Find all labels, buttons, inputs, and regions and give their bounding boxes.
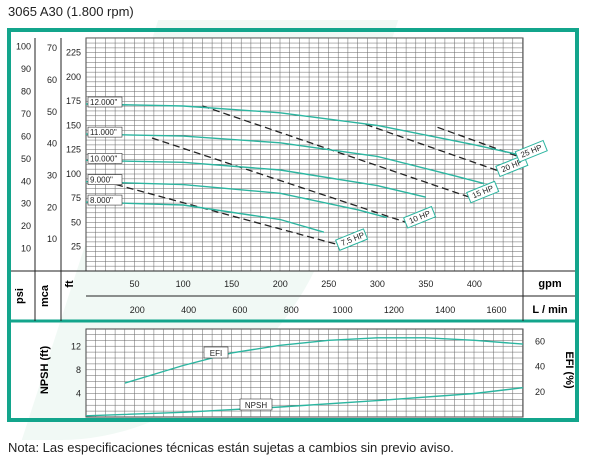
chart-frame — [7, 28, 579, 422]
lmin-axis-label: L / min — [532, 304, 568, 316]
gpm-tick-label: 350 — [418, 279, 433, 289]
npsh-axis-label: NPSH (ft) — [39, 346, 51, 395]
mca-tick-label: 70 — [47, 43, 57, 53]
ft-tick-label: 100 — [66, 169, 81, 179]
efi-tick-label: 40 — [535, 362, 545, 372]
impeller-diameter-label: 11.000" — [90, 128, 117, 137]
psi-tick-label: 30 — [21, 199, 31, 209]
efi-tick-label: 60 — [535, 337, 545, 347]
efi-label-box — [203, 346, 229, 359]
head-curve — [85, 133, 485, 185]
lmin-tick-label: 1200 — [384, 305, 404, 315]
gpm-tick-label: 50 — [130, 279, 140, 289]
head-curve — [85, 159, 427, 198]
psi-tick-label: 60 — [21, 131, 31, 141]
ft-tick-label: 125 — [66, 145, 81, 155]
ft-tick-label: 150 — [66, 120, 81, 130]
gpm-tick-label: 150 — [224, 279, 239, 289]
head-grid — [86, 37, 523, 271]
gpm-tick-label: 200 — [273, 279, 288, 289]
psi-tick-label: 10 — [21, 244, 31, 254]
ft-tick-label: 75 — [71, 193, 81, 203]
power-line — [105, 181, 339, 246]
footnote: Nota: Las especificaciones técnicas está… — [8, 440, 454, 455]
efi-curve — [124, 337, 524, 384]
psi-tick-label: 100 — [16, 42, 31, 52]
gpm-axis-label: gpm — [538, 278, 561, 290]
power-label-box — [402, 205, 437, 229]
mca-axis-label: mca — [39, 284, 51, 307]
impeller-diameter-label: 8.000" — [90, 196, 113, 205]
psi-tick-label: 50 — [21, 154, 31, 164]
npsh-curve-label: NPSH — [245, 401, 267, 410]
ft-tick-label: 25 — [71, 242, 81, 252]
gpm-tick-label: 250 — [321, 279, 336, 289]
gpm-tick-label: 400 — [467, 279, 482, 289]
gpm-tick-label: 100 — [176, 279, 191, 289]
ft-tick-label: 175 — [66, 96, 81, 106]
impeller-label-box — [87, 126, 123, 138]
efi-tick-label: 20 — [535, 387, 545, 397]
power-line — [365, 123, 499, 172]
psi-tick-label: 80 — [21, 87, 31, 97]
lmin-tick-label: 800 — [284, 305, 299, 315]
lmin-tick-label: 600 — [232, 305, 247, 315]
head-curve — [85, 181, 388, 219]
lmin-tick-label: 1000 — [333, 305, 353, 315]
tick-labels: 25 50 75 100 125 150 175 200 225 10 20 30 40 50 60 70 80… — [16, 42, 545, 399]
mca-tick-label: 50 — [47, 107, 57, 117]
efi-grid — [86, 329, 523, 417]
power-label-box — [514, 139, 548, 163]
psi-tick-label: 90 — [21, 64, 31, 74]
lmin-tick-label: 1600 — [486, 305, 506, 315]
chart-title: 3065 A30 (1.800 rpm) — [8, 4, 134, 19]
power-line — [151, 137, 407, 224]
power-line — [202, 105, 470, 198]
psi-tick-label: 70 — [21, 109, 31, 119]
psi-tick-label: 40 — [21, 176, 31, 186]
ft-axis-label: ft — [64, 280, 76, 288]
gpm-tick-label: 300 — [370, 279, 385, 289]
lmin-tick-label: 1400 — [435, 305, 455, 315]
lmin-tick-label: 400 — [181, 305, 196, 315]
ft-tick-label: 200 — [66, 72, 81, 82]
power-label-box — [334, 228, 369, 251]
ft-tick-label: 50 — [71, 217, 81, 227]
ft-tick-label: 225 — [66, 48, 81, 58]
npsh-label-box — [239, 398, 273, 411]
mca-tick-label: 40 — [47, 139, 57, 149]
mca-tick-label: 20 — [47, 202, 57, 212]
impeller-label-box — [87, 153, 123, 164]
psi-axis-label: psi — [14, 288, 26, 304]
power-label-box — [466, 180, 500, 204]
efi-curve-label: EFI — [210, 349, 222, 358]
efi-axis-label: EFI (%) — [563, 351, 575, 389]
npsh-curve — [85, 387, 524, 417]
head-curve — [85, 201, 325, 233]
impeller-diameter-label: 12.000" — [90, 98, 117, 107]
mca-tick-label: 30 — [47, 170, 57, 180]
npsh-tick-label: 8 — [76, 365, 81, 375]
impeller-diameter-label: 9.000" — [90, 176, 113, 185]
impeller-label-box — [87, 174, 123, 185]
npsh-tick-label: 12 — [71, 342, 81, 352]
impeller-label-box — [87, 96, 123, 108]
head-curve — [85, 103, 519, 156]
lmin-tick-label: 200 — [130, 305, 145, 315]
psi-tick-label: 20 — [21, 221, 31, 231]
npsh-tick-label: 4 — [76, 389, 81, 399]
impeller-diameter-label: 10.000" — [90, 154, 117, 163]
mca-tick-label: 60 — [47, 75, 57, 85]
mca-tick-label: 10 — [47, 234, 57, 244]
impeller-label-box — [87, 194, 123, 206]
